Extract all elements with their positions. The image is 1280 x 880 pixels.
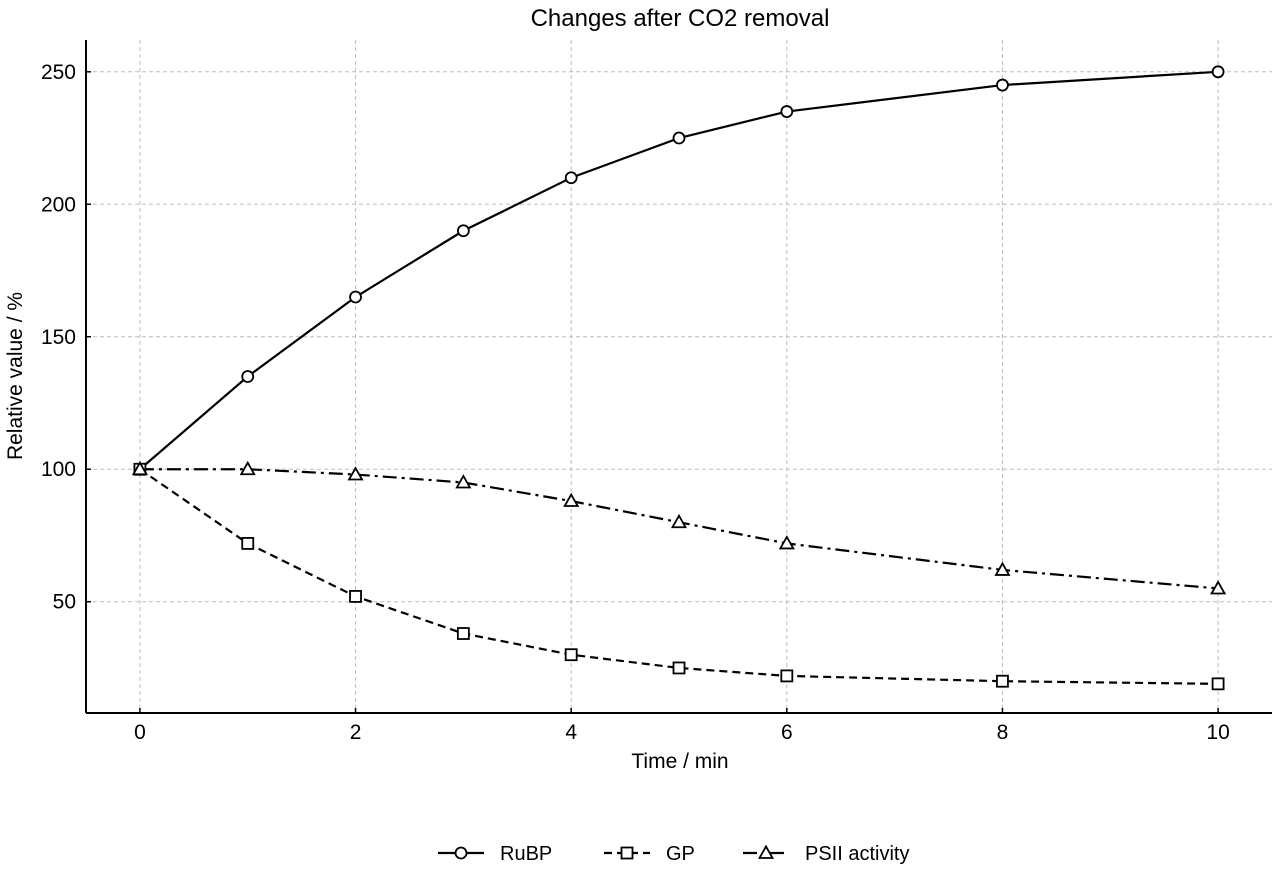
y-axis-label: Relative value / % (4, 292, 27, 460)
data-point-gp (1211, 677, 1225, 691)
data-markers (131, 65, 1227, 691)
legend-marker-rubp (454, 846, 468, 860)
legend-label: RuBP (500, 843, 552, 865)
data-point-rubp (564, 171, 578, 185)
legend-item-rubp: RuBP (438, 843, 552, 865)
x-tick-label: 2 (350, 721, 362, 744)
series-line-psii-activity (139, 468, 1219, 590)
data-point-rubp (996, 78, 1009, 92)
series-line-rubp (139, 70, 1219, 471)
data-point-gp (672, 661, 686, 675)
legend-label: PSII activity (805, 843, 909, 865)
legend: RuBP GP PSII activity (438, 843, 909, 865)
data-point-psii-activity (455, 474, 472, 489)
y-tick-label: 50 (53, 591, 76, 614)
chart-title: Changes after CO2 removal (531, 5, 830, 32)
y-tick-label: 100 (41, 458, 76, 481)
x-tick-label: 4 (565, 721, 577, 744)
data-point-gp (349, 590, 362, 603)
data-point-psii-activity (778, 535, 795, 550)
grid (86, 40, 1272, 713)
x-axis-ticks: 0 2 4 6 8 10 (134, 708, 1230, 744)
legend-item-gp: GP (604, 843, 695, 865)
data-point-rubp (780, 105, 794, 118)
data-point-rubp (349, 290, 362, 304)
data-point-psii-activity (563, 492, 580, 507)
legend-marker-psii-activity (757, 844, 775, 859)
data-point-gp (241, 537, 255, 550)
data-point-psii-activity (670, 513, 688, 529)
data-point-psii-activity (347, 466, 364, 481)
data-point-psii-activity (131, 460, 148, 476)
y-tick-label: 250 (41, 61, 76, 84)
x-tick-label: 0 (134, 721, 146, 744)
y-tick-label: 150 (41, 326, 76, 349)
legend-label: GP (666, 843, 695, 865)
y-tick-label: 200 (41, 193, 76, 216)
data-point-gp (456, 627, 470, 640)
series-lines (139, 70, 1219, 685)
data-point-rubp (241, 370, 255, 383)
y-axis-ticks: 50 100 150 200 250 (41, 61, 91, 614)
data-point-gp (564, 648, 578, 662)
x-tick-label: 8 (997, 721, 1009, 744)
data-point-psii-activity (1210, 580, 1227, 595)
series-line-gp (139, 468, 1219, 685)
x-tick-label: 10 (1206, 721, 1229, 744)
data-point-rubp (1211, 65, 1225, 79)
x-tick-label: 6 (781, 721, 793, 744)
data-point-psii-activity (239, 460, 256, 476)
x-axis-label: Time / min (631, 750, 728, 773)
legend-item-psii-activity: PSII activity (743, 843, 909, 865)
legend-marker-gp (620, 846, 634, 860)
data-point-rubp (456, 224, 470, 238)
data-point-psii-activity (994, 561, 1011, 576)
data-point-gp (996, 674, 1009, 688)
data-point-gp (780, 669, 794, 683)
data-point-rubp (672, 131, 686, 145)
